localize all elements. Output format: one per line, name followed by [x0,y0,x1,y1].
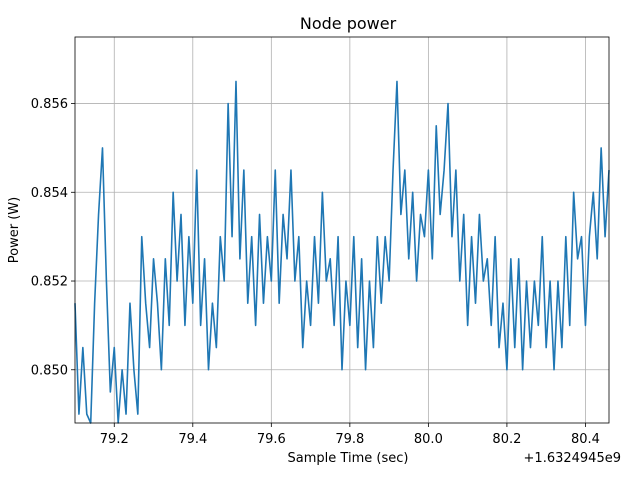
x-axis-ticks: 79.2 79.4 79.6 79.8 80.0 80.2 80.4 [100,423,600,447]
x-tick-label: 80.0 [414,432,443,447]
chart-title: Node power [300,14,397,33]
x-axis-offset: +1.6324945e9 [524,451,621,466]
x-tick-label: 79.8 [335,432,364,447]
data-points [74,81,610,424]
x-tick-label: 79.4 [178,432,207,447]
y-tick-label: 0.856 [31,97,68,112]
plot-frame [74,36,610,424]
x-tick-label: 79.2 [100,432,129,447]
y-tick-label: 0.850 [31,363,68,378]
y-axis-ticks: 0.850 0.852 0.854 0.856 [31,97,75,378]
y-tick-label: 0.854 [31,186,68,201]
x-tick-label: 80.4 [571,432,600,447]
x-tick-label: 79.6 [257,432,286,447]
y-tick-label: 0.852 [31,275,68,290]
y-axis-label: Power (W) [7,197,22,263]
x-tick-label: 80.2 [492,432,521,447]
series-group [74,80,610,424]
x-axis-label: Sample Time (sec) [288,451,409,466]
